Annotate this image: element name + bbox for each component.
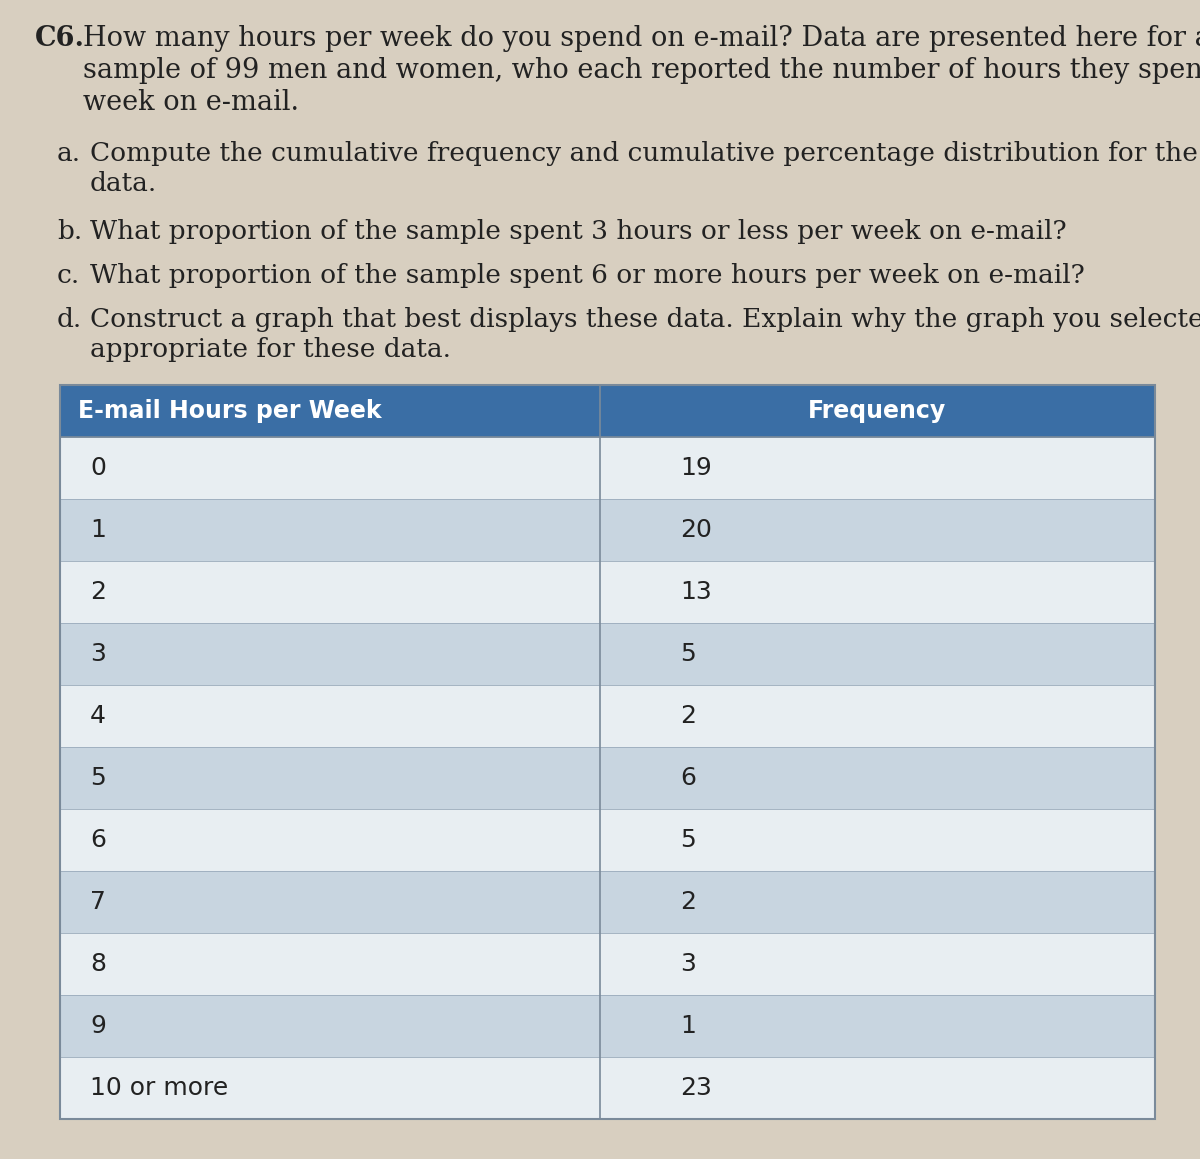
Text: 3: 3 — [680, 952, 696, 976]
Bar — [60, 748, 1154, 809]
Text: How many hours per week do you spend on e-mail? Data are presented here for a GS: How many hours per week do you spend on … — [83, 25, 1200, 52]
Bar — [60, 561, 1154, 624]
Text: 7: 7 — [90, 890, 106, 914]
Bar — [60, 994, 1154, 1057]
Bar — [60, 809, 1154, 872]
Text: 5: 5 — [90, 766, 106, 790]
Text: 9: 9 — [90, 1014, 106, 1038]
Text: 2: 2 — [90, 580, 106, 604]
Bar — [60, 385, 1154, 437]
Bar — [60, 872, 1154, 933]
Text: b.: b. — [58, 219, 83, 245]
Text: 3: 3 — [90, 642, 106, 666]
Text: 2: 2 — [680, 704, 696, 728]
Text: Construct a graph that best displays these data. Explain why the graph you selec: Construct a graph that best displays the… — [90, 307, 1200, 331]
Text: 1: 1 — [680, 1014, 696, 1038]
Bar — [60, 500, 1154, 561]
Text: data.: data. — [90, 172, 157, 196]
Text: 6: 6 — [680, 766, 696, 790]
Text: sample of 99 men and women, who each reported the number of hours they spent per: sample of 99 men and women, who each rep… — [83, 57, 1200, 83]
Text: E-mail Hours per Week: E-mail Hours per Week — [78, 399, 382, 423]
Bar — [60, 685, 1154, 748]
Text: What proportion of the sample spent 3 hours or less per week on e-mail?: What proportion of the sample spent 3 ho… — [90, 219, 1067, 245]
Bar — [60, 1057, 1154, 1118]
Text: 19: 19 — [680, 455, 712, 480]
Text: week on e-mail.: week on e-mail. — [83, 89, 299, 116]
Text: Frequency: Frequency — [809, 399, 947, 423]
Text: 23: 23 — [680, 1076, 712, 1100]
Text: C6.: C6. — [35, 25, 85, 52]
Text: 10 or more: 10 or more — [90, 1076, 228, 1100]
Bar — [60, 933, 1154, 994]
Text: d.: d. — [58, 307, 83, 331]
Text: What proportion of the sample spent 6 or more hours per week on e-mail?: What proportion of the sample spent 6 or… — [90, 263, 1085, 287]
Bar — [60, 385, 1154, 1118]
Text: 4: 4 — [90, 704, 106, 728]
Text: 5: 5 — [680, 642, 696, 666]
Text: appropriate for these data.: appropriate for these data. — [90, 337, 451, 362]
Text: 5: 5 — [680, 828, 696, 852]
Text: 6: 6 — [90, 828, 106, 852]
Bar — [60, 437, 1154, 500]
Text: 13: 13 — [680, 580, 712, 604]
Bar — [60, 624, 1154, 685]
Text: 0: 0 — [90, 455, 106, 480]
Text: 8: 8 — [90, 952, 106, 976]
Text: c.: c. — [58, 263, 80, 287]
Text: 1: 1 — [90, 518, 106, 542]
Text: 2: 2 — [680, 890, 696, 914]
Text: 20: 20 — [680, 518, 712, 542]
Text: a.: a. — [58, 141, 82, 166]
Text: Compute the cumulative frequency and cumulative percentage distribution for the: Compute the cumulative frequency and cum… — [90, 141, 1198, 166]
